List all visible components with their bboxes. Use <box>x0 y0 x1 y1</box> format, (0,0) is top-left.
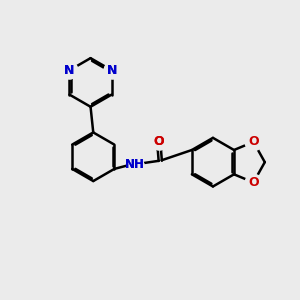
Text: N: N <box>64 64 75 77</box>
Text: O: O <box>154 135 164 148</box>
Text: O: O <box>248 135 259 148</box>
Text: N: N <box>106 64 117 77</box>
Text: O: O <box>154 135 164 148</box>
Text: O: O <box>248 176 259 189</box>
Text: N: N <box>64 64 75 77</box>
Text: NH: NH <box>124 158 145 171</box>
Text: NH: NH <box>124 158 145 171</box>
Text: N: N <box>106 64 117 77</box>
